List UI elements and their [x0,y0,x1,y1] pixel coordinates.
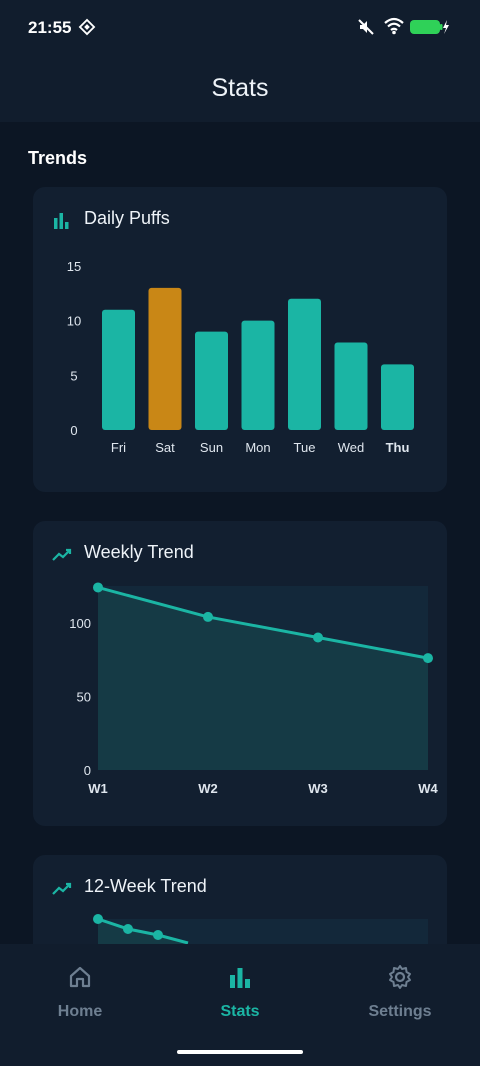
x-tick-label: Sat [155,440,175,455]
status-bar: 21:55 [0,0,480,56]
y-tick-label: 50 [77,689,91,704]
nav-label-settings: Settings [368,1003,432,1020]
section-title: Trends [28,148,88,168]
weekly-trend-chart: 0 50 100 W1 W2 W3 W4 [69,582,439,796]
bar-sat [148,287,182,430]
y-tick-label: 10 [67,314,81,329]
card-title-label: Weekly Trend [84,542,194,562]
weekly-point [423,653,433,664]
gear-icon [389,965,411,989]
x-tick-label: Mon [245,440,270,455]
navigation-status-icon [78,18,96,36]
bar-sun [195,331,228,430]
x-tick-label: Thu [386,440,410,455]
home-indicator [177,1050,303,1054]
y-tick-label: 5 [70,368,77,383]
x-tick-label: W2 [198,781,218,796]
bar-wed [334,342,368,430]
weekly-point [313,632,323,643]
twelve-point [153,930,163,940]
y-tick-label: 0 [84,763,91,778]
y-tick-label: 15 [67,259,81,274]
weekly-line [97,586,429,660]
x-tick-label: Tue [294,440,316,455]
x-tick-label: W4 [418,781,438,796]
twelve-point [123,924,133,934]
bar-fri [102,309,135,430]
trend-line-icon [52,548,72,561]
x-tick-label: Fri [111,440,126,455]
x-tick-label: W1 [88,781,108,796]
nav-label-home: Home [57,1003,103,1020]
trend-line-icon [52,882,72,895]
weekly-point [203,611,213,622]
app-bar: Stats [0,56,480,122]
nav-item-stats[interactable]: Stats [160,964,320,1021]
bar-mon [241,320,275,430]
weekly-area [98,587,428,770]
y-tick-label: 100 [69,616,91,631]
bar-thu [381,364,414,430]
x-tick-label: Sun [200,440,223,455]
y-tick-label: 0 [70,423,77,438]
twelve-week-trend-chart [93,914,428,944]
x-tick-label: Wed [338,440,365,455]
mute-icon [358,19,374,35]
nav-label-stats: Stats [220,1003,260,1020]
weekly-point [93,582,103,593]
twelve-point [93,914,103,924]
bar-chart-icon [230,968,250,988]
battery-icon [410,20,449,34]
bar-tue [288,298,321,430]
stats-content[interactable]: Trends Daily Puffs 0 5 10 15 Fri Sat Sun Mon Tue… [0,122,480,944]
x-tick-label: W3 [308,781,328,796]
page-title: Stats [211,74,269,102]
nav-item-home[interactable]: Home [0,964,160,1021]
home-icon [69,966,91,988]
daily-puffs-chart: 0 5 10 15 Fri Sat Sun Mon Tue Wed Thu [67,259,414,455]
card-title-label: 12-Week Trend [84,876,207,896]
card-title-label: Daily Puffs [84,208,170,228]
wifi-icon [384,17,404,35]
bar-chart-icon [54,213,69,229]
nav-item-settings[interactable]: Settings [320,964,480,1021]
twelve-line [97,917,189,944]
status-time: 21:55 [28,18,72,37]
bottom-navigation: Home Stats Settings [0,944,480,1066]
